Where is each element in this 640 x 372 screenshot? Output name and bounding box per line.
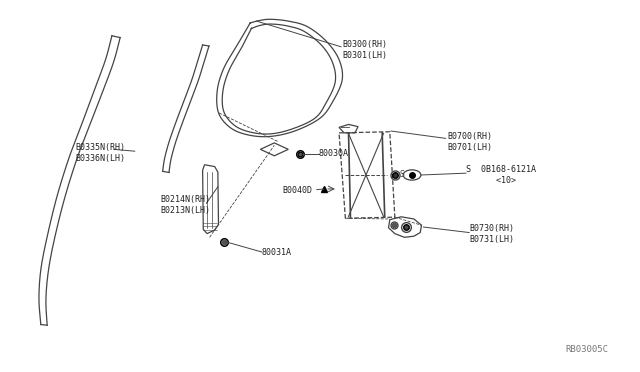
Text: S  0B168-6121A
      <10>: S 0B168-6121A <10> [466, 165, 536, 185]
Text: RB03005C: RB03005C [566, 344, 609, 353]
Text: S: S [399, 170, 404, 179]
Text: B0700(RH)
B0701(LH): B0700(RH) B0701(LH) [447, 132, 492, 152]
Text: 80031A: 80031A [262, 248, 292, 257]
Text: B0300(RH)
B0301(LH): B0300(RH) B0301(LH) [342, 41, 387, 61]
Text: 80030A: 80030A [319, 149, 349, 158]
Text: B0040D: B0040D [282, 186, 312, 195]
Text: B0335N(RH)
B0336N(LH): B0335N(RH) B0336N(LH) [76, 143, 125, 163]
Text: B0214N(RH)
B0213N(LH): B0214N(RH) B0213N(LH) [160, 195, 210, 215]
Text: B0730(RH)
B0731(LH): B0730(RH) B0731(LH) [469, 224, 514, 244]
